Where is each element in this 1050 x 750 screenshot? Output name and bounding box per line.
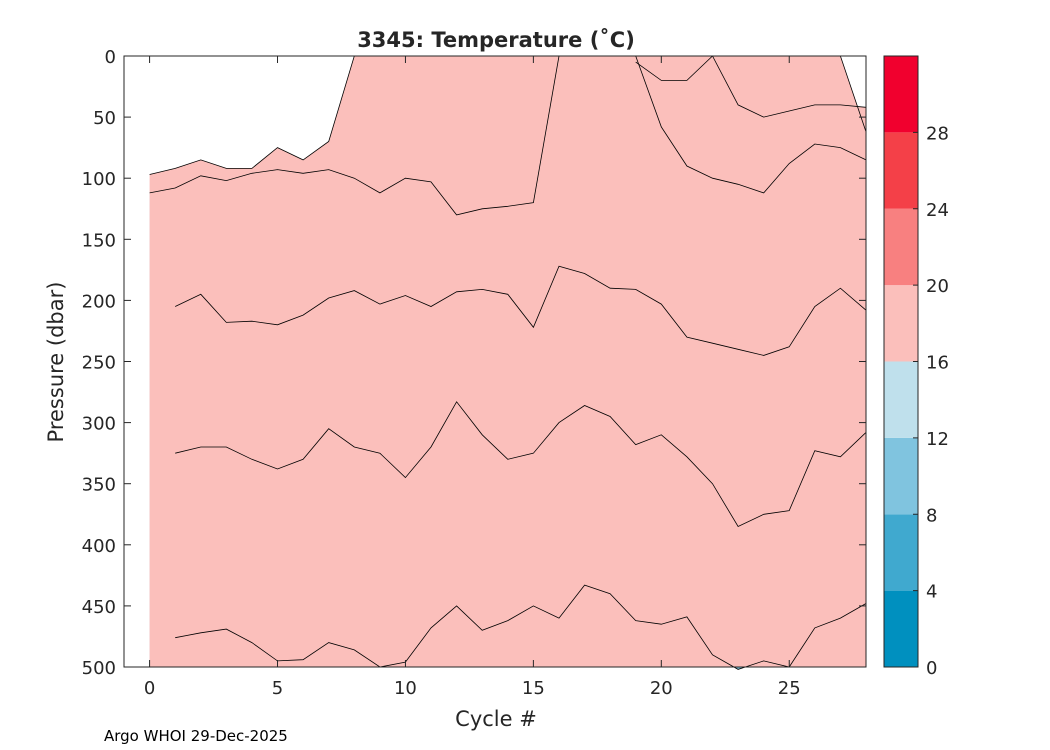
y-axis-label: Pressure (dbar)	[44, 282, 68, 443]
isotherm-14c	[175, 265, 867, 356]
colorbar-tick-label: 16	[926, 353, 949, 374]
temperature-bands	[149, 56, 867, 670]
y-tick-label: 50	[93, 108, 116, 129]
y-axis-ticks: 0 50 100 150 200 250 300 350 400 450 500	[82, 47, 866, 679]
colorbar-tick-label: 20	[926, 276, 949, 297]
plot-area: 0 5 10 15 20 25 0 50 100 150 200 250 300 350 400 450 50…	[82, 47, 867, 699]
colorbar-tick-label: 12	[926, 429, 949, 450]
colorbar-tick-label: 24	[926, 200, 949, 221]
x-tick-label: 0	[144, 678, 155, 699]
y-tick-label: 150	[82, 230, 116, 251]
y-tick-label: 250	[82, 353, 116, 374]
x-axis-ticks: 0 5 10 15 20 25	[144, 56, 801, 699]
isotherm-16c	[149, 55, 867, 216]
band-20c	[635, 56, 866, 667]
x-tick-label: 20	[650, 678, 673, 699]
x-axis-label: Cycle #	[455, 707, 537, 731]
x-tick-label: 25	[778, 678, 801, 699]
colorbar-segment	[884, 590, 918, 667]
chart-title: 3345: Temperature (˚C)	[357, 28, 635, 52]
colorbar-ticks: 0 4 8 12 16 20 24 28	[913, 123, 949, 679]
colorbar-segments	[884, 56, 918, 667]
colorbar-tick-label: 0	[926, 658, 937, 679]
colorbar-segment	[884, 56, 918, 133]
colorbar-segment	[884, 437, 918, 515]
colorbar-tick-label: 4	[926, 582, 937, 603]
colorbar-segment	[884, 132, 918, 209]
colorbar-tick-label: 28	[926, 123, 949, 144]
colorbar-segment	[884, 285, 918, 362]
y-tick-label: 300	[82, 414, 116, 435]
isotherm-20c	[635, 55, 867, 118]
y-tick-label: 450	[82, 597, 116, 618]
colorbar-tick-label: 8	[926, 505, 937, 526]
colorbar-segment	[884, 208, 918, 286]
y-tick-label: 200	[82, 291, 116, 312]
colorbar-segment	[884, 514, 918, 591]
colorbar-segment	[884, 361, 918, 438]
y-tick-label: 0	[105, 47, 116, 68]
footer-credit: Argo WHOI 29-Dec-2025	[104, 727, 288, 745]
isotherm-12c	[175, 401, 867, 528]
y-tick-label: 500	[82, 658, 116, 679]
y-tick-label: 100	[82, 169, 116, 190]
x-tick-label: 5	[272, 678, 283, 699]
isotherm-10c	[175, 584, 867, 670]
colorbar: 0 4 8 12 16 20 24 28	[883, 55, 949, 679]
y-tick-label: 350	[82, 475, 116, 496]
x-tick-label: 10	[394, 678, 417, 699]
y-tick-label: 400	[82, 536, 116, 557]
x-tick-label: 15	[522, 678, 545, 699]
